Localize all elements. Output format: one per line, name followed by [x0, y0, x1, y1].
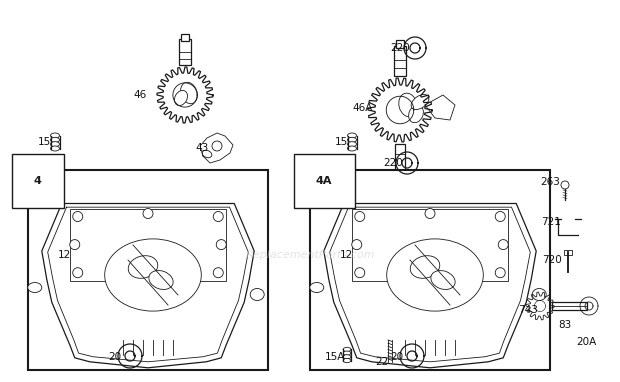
Text: 220: 220 — [390, 43, 410, 53]
Ellipse shape — [431, 270, 455, 290]
Text: 43: 43 — [195, 143, 208, 153]
Text: 220: 220 — [383, 158, 403, 168]
Circle shape — [495, 212, 505, 222]
Text: 720: 720 — [542, 255, 562, 265]
Text: 15A: 15A — [325, 352, 345, 362]
Circle shape — [495, 268, 505, 278]
Ellipse shape — [310, 283, 324, 293]
Bar — [395, 144, 405, 172]
Circle shape — [73, 212, 82, 222]
Ellipse shape — [409, 105, 423, 123]
Ellipse shape — [411, 94, 429, 110]
Circle shape — [143, 209, 153, 219]
Ellipse shape — [532, 288, 546, 301]
Bar — [69, 209, 226, 281]
Ellipse shape — [50, 142, 60, 147]
Text: 263: 263 — [540, 177, 560, 187]
Text: 20A: 20A — [576, 337, 596, 347]
Circle shape — [69, 240, 80, 249]
Text: ReplacementParts.com: ReplacementParts.com — [246, 250, 374, 260]
Ellipse shape — [347, 146, 356, 151]
Bar — [310, 170, 550, 370]
Bar — [28, 170, 268, 370]
Ellipse shape — [180, 82, 197, 104]
Ellipse shape — [343, 355, 351, 359]
Circle shape — [425, 209, 435, 219]
Circle shape — [216, 240, 226, 249]
Ellipse shape — [250, 288, 264, 301]
Text: 15: 15 — [38, 137, 51, 147]
Bar — [552, 302, 587, 310]
Text: 83: 83 — [558, 320, 571, 330]
Bar — [179, 39, 191, 65]
Circle shape — [213, 212, 223, 222]
Ellipse shape — [105, 239, 202, 311]
Text: 4: 4 — [34, 176, 42, 186]
Ellipse shape — [28, 283, 42, 293]
Bar — [564, 250, 572, 255]
Text: 721: 721 — [541, 217, 561, 227]
Text: 46A: 46A — [352, 103, 373, 113]
Circle shape — [355, 268, 365, 278]
Circle shape — [561, 181, 569, 189]
Circle shape — [212, 141, 222, 151]
Ellipse shape — [50, 146, 60, 151]
Text: 12: 12 — [58, 250, 71, 260]
Ellipse shape — [202, 150, 212, 158]
Ellipse shape — [410, 256, 440, 278]
Ellipse shape — [347, 138, 356, 142]
Ellipse shape — [174, 91, 188, 105]
Circle shape — [213, 268, 223, 278]
Bar — [394, 46, 406, 76]
Ellipse shape — [387, 239, 484, 311]
Ellipse shape — [399, 93, 417, 117]
Ellipse shape — [149, 270, 173, 290]
Circle shape — [73, 268, 82, 278]
Ellipse shape — [343, 351, 351, 355]
Bar — [386, 335, 394, 340]
Bar — [352, 209, 508, 281]
Ellipse shape — [50, 133, 60, 138]
Circle shape — [352, 240, 361, 249]
Ellipse shape — [347, 142, 356, 147]
Text: 743: 743 — [518, 305, 538, 315]
Text: 12: 12 — [340, 250, 353, 260]
Ellipse shape — [343, 358, 351, 363]
Text: 22: 22 — [375, 357, 388, 367]
Ellipse shape — [347, 133, 356, 138]
Circle shape — [498, 240, 508, 249]
Bar — [396, 40, 404, 48]
Ellipse shape — [343, 347, 351, 351]
Circle shape — [355, 212, 365, 222]
Text: 20: 20 — [108, 352, 121, 362]
Text: 15: 15 — [335, 137, 348, 147]
Ellipse shape — [50, 138, 60, 142]
Text: 4A: 4A — [316, 176, 332, 186]
Text: 20: 20 — [390, 352, 403, 362]
Ellipse shape — [128, 256, 157, 278]
Bar — [181, 34, 189, 41]
Text: 46: 46 — [133, 90, 146, 100]
